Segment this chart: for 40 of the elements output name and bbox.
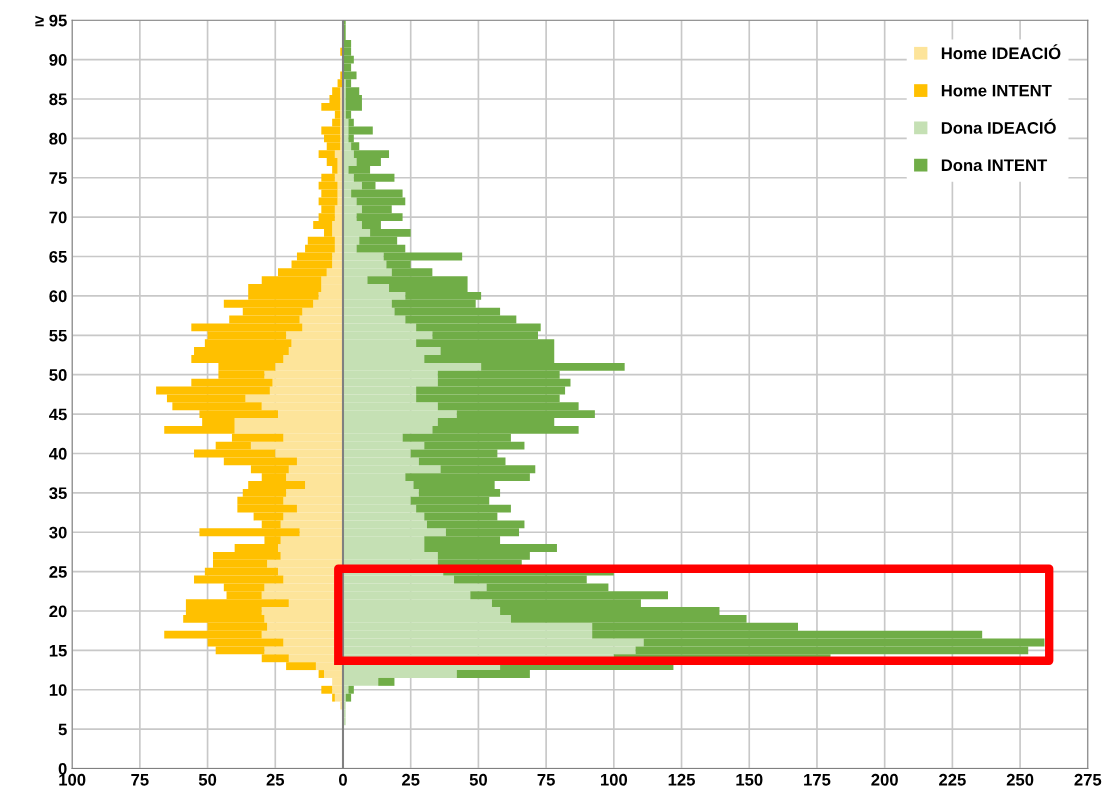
y-tick-label: 90	[49, 54, 67, 66]
x-tick-label: 125	[668, 773, 695, 786]
x-tick-label: 0	[339, 773, 347, 786]
y-tick-label: 80	[49, 132, 67, 145]
y-tick-label: 15	[49, 644, 67, 657]
y-tick-label: 85	[49, 93, 67, 106]
y-tick-label: 5	[58, 723, 67, 736]
x-tick-label: 250	[1006, 773, 1034, 786]
legend-label: Home INTENT	[941, 84, 1052, 97]
x-tick-label: 225	[939, 773, 966, 786]
x-tick-label: 75	[131, 774, 149, 786]
legend-label: Home IDEACIÓ	[941, 44, 1061, 60]
y-tick-label: 65	[49, 250, 67, 263]
y-tick-label: 10	[49, 684, 67, 696]
x-tick-label: 75	[537, 774, 555, 786]
y-tick-label: 40	[49, 447, 67, 460]
y-tick-label: 55	[49, 329, 67, 342]
x-tick-label: 25	[402, 773, 420, 786]
x-tick-label: 50	[469, 773, 487, 786]
x-tick-label: 50	[198, 773, 217, 786]
y-tick-label: 75	[49, 172, 67, 184]
y-tick-label: 25	[49, 566, 67, 578]
x-tick-label: 200	[871, 773, 898, 786]
y-tick-label: 30	[49, 526, 67, 539]
x-tick-label: 100	[59, 773, 86, 786]
y-tick-label: 50	[49, 369, 67, 381]
x-tick-label: 275	[1074, 773, 1102, 786]
x-tick-label: 25	[266, 773, 285, 786]
legend-label: Dona IDEACIÓ	[941, 118, 1056, 134]
x-tick-label: 175	[804, 774, 831, 786]
legend-label: Dona INTENT	[941, 159, 1048, 172]
y-tick-label: 20	[49, 605, 67, 618]
x-tick-label: 150	[736, 773, 763, 786]
x-tick-label: 100	[600, 773, 628, 786]
y-tick-label: 45	[49, 408, 67, 421]
y-tick-label: ≥ 95	[35, 14, 67, 27]
y-tick-label: 0	[58, 762, 67, 775]
y-tick-label: 60	[49, 290, 67, 303]
y-tick-label: 70	[49, 211, 67, 224]
y-tick-label: 35	[49, 487, 67, 500]
